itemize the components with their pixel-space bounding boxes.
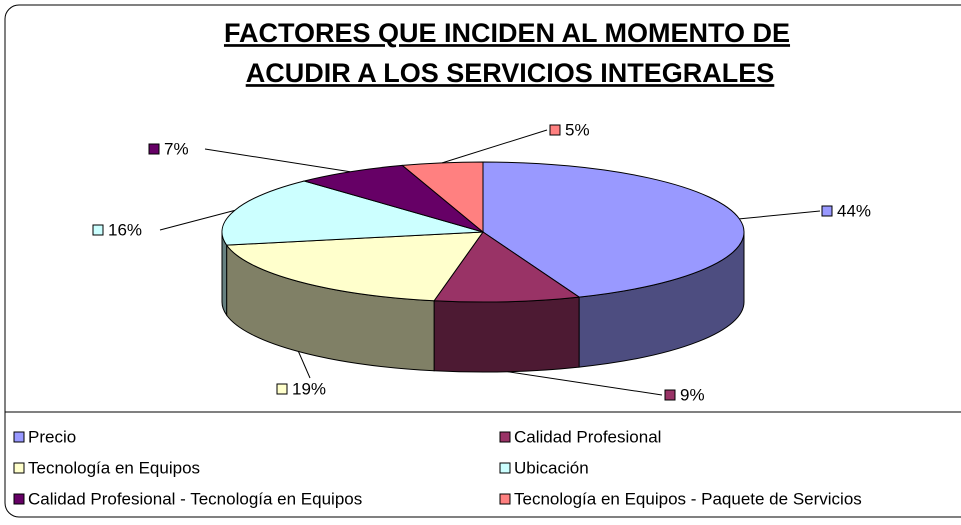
legend-label: Tecnología en Equipos - Paquete de Servi…	[514, 489, 862, 508]
label-swatch	[549, 124, 561, 136]
pie-slice	[433, 231, 581, 303]
data-label: 5%	[565, 120, 590, 139]
data-label: 19%	[292, 379, 326, 398]
legend-label: Ubicación	[514, 458, 589, 477]
chart-title: FACTORES QUE INCIDEN AL MOMENTO DE	[224, 18, 790, 48]
pie-slice	[482, 161, 745, 298]
leader-line	[297, 351, 311, 379]
pie-slice	[302, 164, 484, 233]
data-label: 9%	[680, 385, 705, 404]
label-swatch	[276, 383, 288, 395]
legend-swatch	[499, 431, 511, 443]
legend-label: Calidad Profesional - Tecnología en Equi…	[28, 489, 362, 508]
leader-line	[739, 210, 821, 220]
legend-label: Precio	[28, 427, 76, 446]
data-label: 44%	[837, 201, 871, 220]
label-swatch	[148, 143, 160, 155]
label-swatch	[92, 224, 104, 236]
leader-line	[442, 129, 548, 164]
label-swatch	[664, 389, 676, 401]
legend-swatch	[13, 462, 25, 474]
leader-line	[204, 148, 351, 173]
legend-swatch	[499, 493, 511, 505]
pie-side	[433, 296, 580, 373]
pie-slice	[225, 231, 485, 302]
label-swatch	[821, 205, 833, 217]
legend-swatch	[499, 462, 511, 474]
legend-label: Calidad Profesional	[514, 427, 661, 446]
legend-swatch	[13, 493, 25, 505]
leader-line	[507, 371, 663, 396]
data-label: 16%	[108, 220, 142, 239]
leader-line	[159, 209, 235, 231]
legend-swatch	[13, 431, 25, 443]
data-label: 7%	[164, 139, 189, 158]
chart-title: ACUDIR A LOS SERVICIOS INTEGRALES	[246, 58, 775, 88]
legend-label: Tecnología en Equipos	[28, 458, 200, 477]
